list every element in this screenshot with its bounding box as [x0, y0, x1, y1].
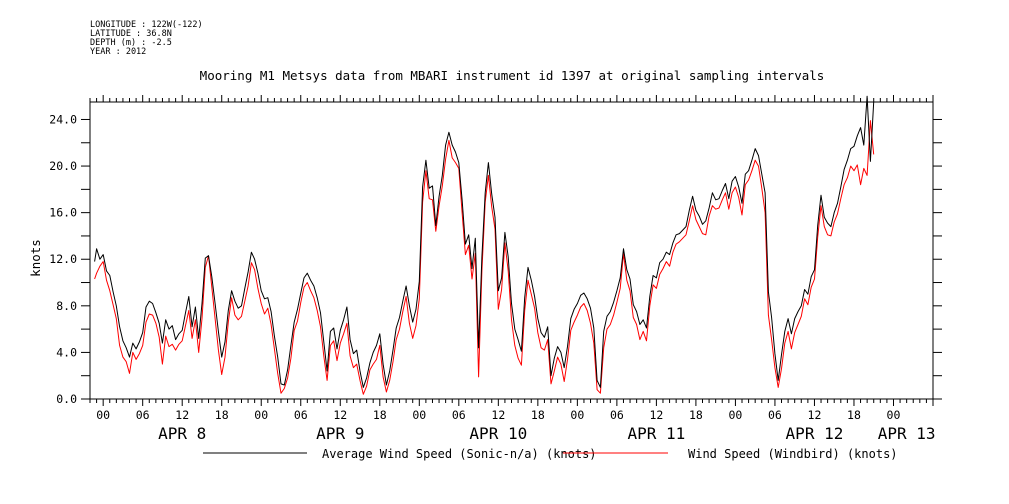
x-hour-label: 06 — [136, 408, 150, 422]
x-date-label: APR 11 — [627, 424, 685, 443]
year-label: YEAR : 2012 — [90, 47, 147, 57]
x-hour-label: 18 — [215, 408, 229, 422]
x-hour-label: 00 — [570, 408, 584, 422]
x-date-label: APR 12 — [786, 424, 844, 443]
axes-layer: 0.0 4.0 8.0 12.0 16.0 20.0 24.0 00 06 12 18 00 06 12 1… — [49, 95, 942, 443]
legend: Average Wind Speed (Sonic-n/a) (knots) W… — [203, 447, 898, 461]
x-hour-label: 18 — [689, 408, 703, 422]
x-hour-label: 18 — [373, 408, 387, 422]
longitude-label: LONGITUDE : 122W(-122) — [90, 20, 203, 30]
series-layer — [94, 95, 875, 395]
x-hour-label: 12 — [491, 408, 505, 422]
y-tick-label: 0.0 — [56, 392, 77, 406]
y-tick-label: 16.0 — [49, 206, 77, 220]
legend-label-sonic: Average Wind Speed (Sonic-n/a) (knots) — [322, 447, 597, 461]
depth-label: DEPTH (m) : -2.5 — [90, 38, 172, 48]
x-hour-label: 12 — [175, 408, 189, 422]
legend-label-windbird: Wind Speed (Windbird) (knots) — [688, 447, 898, 461]
x-date-label: APR 13 — [878, 424, 936, 443]
x-hour-label: 06 — [768, 408, 782, 422]
x-hour-label: 06 — [610, 408, 624, 422]
chart-title: Mooring M1 Metsys data from MBARI instru… — [200, 68, 825, 83]
x-date-label: APR 8 — [158, 424, 206, 443]
y-tick-label: 12.0 — [49, 252, 77, 266]
x-hour-label: 00 — [887, 408, 901, 422]
metadata-block: LONGITUDE : 122W(-122) LATITUDE : 36.8N … — [90, 21, 203, 57]
x-hour-label: 18 — [531, 408, 545, 422]
plot-frame — [89, 101, 934, 400]
latitude-label: LATITUDE : 36.8N — [90, 29, 172, 39]
y-tick-label: 24.0 — [49, 112, 77, 126]
x-hour-label: 00 — [728, 408, 742, 422]
series-line-windbird — [94, 120, 875, 395]
y-tick-label: 8.0 — [56, 299, 77, 313]
x-hour-label: 00 — [96, 408, 110, 422]
x-hour-label: 06 — [294, 408, 308, 422]
x-date-label: APR 10 — [469, 424, 527, 443]
y-tick-label: 20.0 — [49, 159, 77, 173]
x-hour-label: 12 — [808, 408, 822, 422]
x-hour-label: 12 — [333, 408, 347, 422]
x-hour-label: 00 — [254, 408, 268, 422]
x-hour-label: 18 — [847, 408, 861, 422]
x-date-label: APR 9 — [316, 424, 364, 443]
x-hour-label: 00 — [412, 408, 426, 422]
y-tick-label: 4.0 — [56, 345, 77, 359]
x-hour-label: 12 — [649, 408, 663, 422]
x-hour-label: 06 — [452, 408, 466, 422]
series-line-sonic — [94, 95, 875, 388]
y-axis-label: knots — [28, 239, 43, 277]
